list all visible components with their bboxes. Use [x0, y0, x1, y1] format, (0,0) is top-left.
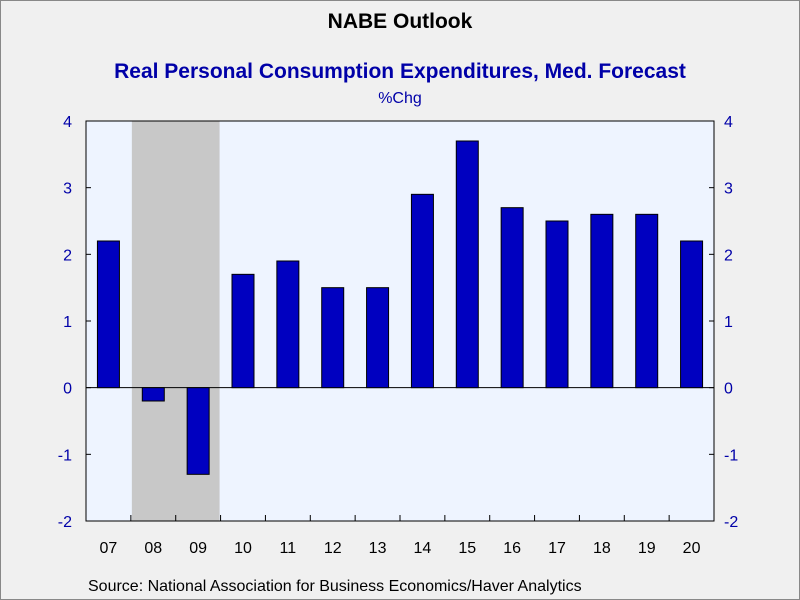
- x-tick-label-17: 17: [548, 540, 566, 557]
- bar-12: [321, 287, 345, 389]
- chart-title: NABE Outlook: [327, 10, 473, 33]
- y-tick-label-left: -1: [58, 447, 72, 464]
- x-tick-label-16: 16: [503, 540, 521, 557]
- x-tick-label-08: 08: [144, 540, 162, 557]
- y-tick-label-left: 4: [63, 114, 72, 131]
- y-tick-label-left: 1: [63, 314, 72, 331]
- axis-layer: -2 -2-1 -10 01 12 23 34 407 08 09 10 11 12 13 14 15 16 17…: [58, 114, 739, 557]
- bar-08: [141, 387, 165, 402]
- y-tick-label-left: 2: [63, 247, 72, 264]
- x-tick-label-12: 12: [324, 540, 342, 557]
- x-tick-label-11: 11: [280, 540, 297, 557]
- x-tick-label-19: 19: [638, 540, 656, 557]
- y-tick-label-left: -2: [58, 514, 72, 531]
- bar-19: [635, 213, 659, 389]
- y-tick-label-left: 0: [63, 381, 72, 398]
- y-tick-label-left: 3: [63, 181, 72, 198]
- bar-09: [186, 387, 210, 475]
- bars-layer: [96, 140, 704, 475]
- x-tick-label-15: 15: [458, 540, 476, 557]
- bar-16: [500, 207, 524, 389]
- bar-20: [680, 240, 704, 389]
- bar-13: [366, 287, 390, 389]
- x-tick-label-18: 18: [593, 540, 611, 557]
- bar-14: [410, 193, 434, 389]
- y-tick-label-right: 1: [724, 314, 733, 331]
- chart-source: Source: National Association for Busines…: [88, 578, 582, 595]
- y-tick-label-right: -1: [724, 447, 738, 464]
- chart-subtitle: Real Personal Consumption Expenditures, …: [114, 60, 686, 83]
- bar-15: [455, 140, 479, 389]
- bar-17: [545, 220, 569, 389]
- y-tick-label-right: -2: [724, 514, 738, 531]
- x-tick-label-07: 07: [100, 540, 118, 557]
- bar-10: [231, 273, 255, 389]
- x-tick-label-20: 20: [683, 540, 701, 557]
- bar-11: [276, 260, 300, 389]
- x-tick-label-09: 09: [189, 540, 207, 557]
- y-tick-label-right: 2: [724, 247, 733, 264]
- x-tick-label-10: 10: [234, 540, 252, 557]
- chart-unit-label: %Chg: [378, 90, 422, 107]
- y-tick-label-right: 3: [724, 181, 733, 198]
- y-tick-label-right: 0: [724, 381, 733, 398]
- bar-07: [96, 240, 120, 389]
- x-tick-label-14: 14: [414, 540, 432, 557]
- y-tick-label-right: 4: [724, 114, 733, 131]
- x-tick-label-13: 13: [369, 540, 387, 557]
- bar-18: [590, 213, 614, 389]
